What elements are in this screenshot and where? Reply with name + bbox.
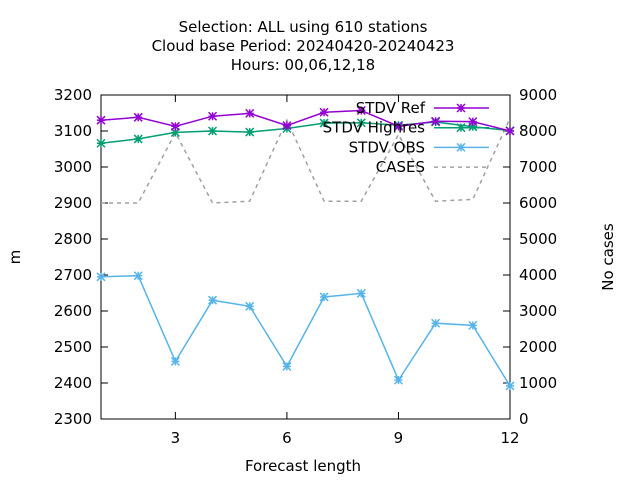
plot-frame	[100, 94, 511, 420]
legend-label: STDV Highres	[323, 119, 426, 137]
x-axis-label: Forecast length	[245, 457, 361, 475]
y-tick-label: 2900	[54, 194, 92, 212]
data-point-stdv-ref	[356, 105, 366, 116]
data-point-stdv-ref	[505, 126, 515, 136]
y2-tick-label: 2000	[519, 338, 557, 356]
data-point-stdv-ref	[431, 116, 441, 126]
y-axis-ticks: 2300 2400 2500 2600 2700 2800 2900 3000 3100 3200	[54, 86, 108, 428]
y2-tick-label: 9000	[519, 86, 557, 104]
series-stdv-obs	[96, 271, 515, 391]
legend-item-stdv-ref: STDV Ref	[356, 99, 489, 117]
data-point-stdv-ref	[208, 111, 218, 121]
data-point-stdv-highres	[319, 118, 329, 128]
data-point-stdv-highres	[133, 134, 143, 144]
y-tick-label: 2500	[54, 338, 92, 356]
data-point-stdv-highres	[245, 127, 255, 137]
y2-axis-ticks: 0 1000 2000 3000 4000 5000 6000 7000 8000 9000	[503, 86, 557, 428]
data-point-stdv-obs	[468, 320, 478, 330]
x-axis-ticks: 3 6 9 12	[171, 95, 520, 447]
title-line-3: Hours: 00,06,12,18	[231, 56, 375, 74]
data-point-stdv-obs	[96, 272, 106, 282]
series-line-stdv-highres	[100, 121, 511, 144]
y-tick-label: 3200	[54, 86, 92, 104]
y2-tick-label: 3000	[519, 302, 557, 320]
y-tick-label: 3000	[54, 158, 92, 176]
title-line-2: Cloud base Period: 20240420-20240423	[152, 37, 455, 55]
data-point-stdv-ref	[468, 117, 478, 127]
series-line-cases	[101, 118, 511, 204]
y-tick-label: 2400	[54, 374, 92, 392]
series-line-stdv-ref	[100, 109, 511, 132]
y-axis-label: m	[6, 250, 24, 265]
series-line-stdv-obs	[100, 274, 511, 387]
y2-tick-label: 5000	[519, 230, 557, 248]
y-tick-label: 2700	[54, 266, 92, 284]
y-tick-label: 2300	[54, 410, 92, 428]
y-tick-label: 3100	[54, 122, 92, 140]
y-tick-label: 2800	[54, 230, 92, 248]
series-cases	[101, 118, 511, 204]
x-tick-label: 9	[394, 429, 404, 447]
data-point-stdv-obs	[505, 381, 515, 391]
data-point-stdv-ref	[393, 121, 403, 131]
y-tick-label: 2600	[54, 302, 92, 320]
data-point-stdv-ref	[245, 108, 255, 118]
data-point-stdv-obs	[245, 301, 255, 311]
plot-border	[100, 94, 511, 420]
data-point-stdv-ref	[170, 121, 180, 131]
y2-tick-label: 4000	[519, 266, 557, 284]
y2-tick-label: 8000	[519, 122, 557, 140]
data-point-stdv-highres	[96, 138, 106, 148]
legend-item-stdv-highres: STDV Highres	[323, 119, 489, 137]
y2-axis-label: No cases	[599, 223, 617, 291]
series-stdv-ref	[96, 105, 515, 136]
x-tick-label: 6	[282, 429, 292, 447]
y2-tick-label: 1000	[519, 374, 557, 392]
data-point-stdv-ref	[96, 115, 106, 125]
legend-marker	[456, 142, 466, 152]
data-point-stdv-highres	[356, 118, 366, 128]
legend-label: CASES	[376, 158, 425, 176]
data-point-stdv-obs	[170, 356, 180, 366]
legend-label: STDV OBS	[349, 138, 425, 156]
legend-item-cases: CASES	[376, 158, 489, 176]
data-point-stdv-highres	[208, 126, 218, 136]
legend-marker	[456, 103, 466, 113]
data-point-stdv-obs	[133, 271, 143, 281]
data-point-stdv-ref	[282, 121, 292, 131]
x-tick-label: 12	[500, 429, 519, 447]
data-point-stdv-obs	[393, 375, 403, 385]
legend-label: STDV Ref	[356, 99, 426, 117]
title-line-1: Selection: ALL using 610 stations	[179, 18, 428, 36]
y2-tick-label: 6000	[519, 194, 557, 212]
data-point-stdv-obs	[319, 292, 329, 302]
x-tick-label: 3	[171, 429, 181, 447]
y2-tick-label: 7000	[519, 158, 557, 176]
data-point-stdv-ref	[133, 112, 143, 122]
data-point-stdv-obs	[282, 361, 292, 371]
series-layer	[96, 105, 515, 391]
legend-item-stdv-obs: STDV OBS	[349, 138, 489, 156]
data-point-stdv-obs	[208, 295, 218, 305]
data-point-stdv-obs	[431, 318, 441, 328]
y2-tick-label: 0	[519, 410, 529, 428]
data-point-stdv-ref	[319, 107, 329, 117]
data-point-stdv-obs	[356, 288, 366, 298]
legend-marker	[456, 123, 466, 133]
